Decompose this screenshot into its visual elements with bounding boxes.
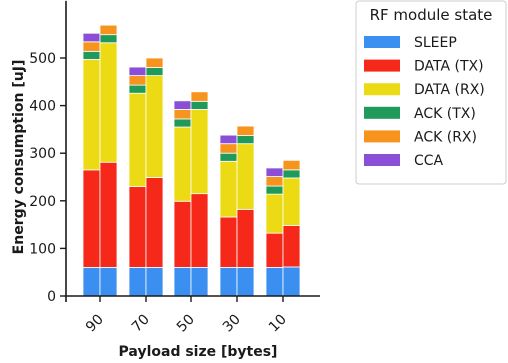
y-tick-label: 500 bbox=[29, 51, 56, 67]
bar-segment-ack-rx bbox=[145, 57, 164, 68]
legend-swatch-sleep bbox=[364, 36, 400, 48]
bar-segment-sleep bbox=[219, 267, 238, 297]
bar-segment-sleep bbox=[190, 267, 209, 297]
bar-segment-ack-tx bbox=[219, 152, 238, 162]
bar-segment-ack-tx bbox=[236, 135, 255, 145]
bar-segment-data-rx bbox=[236, 143, 255, 210]
bar-segment-cca bbox=[128, 66, 147, 77]
bar-segment-data-rx bbox=[282, 177, 301, 226]
bar-segment-ack-rx bbox=[265, 176, 284, 187]
bar-segment-sleep bbox=[82, 267, 101, 297]
bar-segment-data-tx bbox=[236, 208, 255, 268]
bar-segment-sleep bbox=[282, 266, 301, 297]
bar-segment-ack-tx bbox=[82, 50, 101, 60]
y-ticks: 0 100 200 300 400 500 bbox=[29, 51, 66, 305]
bar-segment-ack-rx bbox=[99, 24, 118, 36]
legend-label-ack-tx: ACK (TX) bbox=[414, 106, 476, 122]
x-tick-label: 70 bbox=[129, 312, 153, 336]
legend-swatch-ack-rx bbox=[364, 130, 400, 143]
legend-swatch-cca bbox=[364, 154, 400, 166]
bar-segment-ack-tx bbox=[282, 169, 301, 179]
bar-segment-sleep bbox=[99, 267, 118, 297]
bar-segment-ack-tx bbox=[190, 100, 209, 110]
bar-segment-data-rx bbox=[82, 59, 101, 171]
bar-segment-ack-tx bbox=[265, 185, 284, 195]
legend-label-data-tx: DATA (TX) bbox=[414, 59, 484, 75]
bar-segment-data-rx bbox=[190, 109, 209, 195]
bar-segment-data-rx bbox=[128, 92, 147, 187]
bar-segment-data-rx bbox=[219, 160, 238, 218]
legend: RF module state SLEEP DATA (TX) DATA (RX) A… bbox=[355, 0, 507, 185]
y-tick-label: 400 bbox=[29, 99, 56, 115]
bar-segment-ack-tx bbox=[173, 118, 192, 128]
bar-segment-ack-tx bbox=[99, 34, 118, 44]
bar-segment-ack-rx bbox=[173, 109, 192, 120]
bar-segment-data-tx bbox=[173, 200, 192, 268]
bar-segment-data-tx bbox=[219, 216, 238, 268]
bar-segment-sleep bbox=[128, 267, 147, 297]
bars-layer bbox=[82, 24, 301, 297]
bar-segment-cca bbox=[265, 167, 284, 177]
bar-segment-ack-rx bbox=[190, 91, 209, 102]
legend-swatch-ack-tx bbox=[364, 106, 400, 119]
x-tick-label: 90 bbox=[83, 312, 107, 336]
y-tick-label: 100 bbox=[29, 241, 56, 257]
bar-segment-cca bbox=[82, 32, 101, 43]
bar-segment-ack-rx bbox=[282, 159, 301, 171]
legend-swatch-data-rx bbox=[364, 83, 400, 96]
legend-label-ack-rx: ACK (RX) bbox=[414, 129, 477, 145]
x-ticks: 90 70 50 30 10 bbox=[83, 296, 290, 335]
bar-segment-data-tx bbox=[82, 169, 101, 268]
legend-label-data-rx: DATA (RX) bbox=[414, 82, 485, 98]
legend-swatch-data-tx bbox=[364, 59, 400, 72]
bar-segment-data-tx bbox=[282, 225, 301, 268]
bar-segment-data-rx bbox=[265, 193, 284, 234]
bar-segment-cca bbox=[173, 100, 192, 110]
legend-label-sleep: SLEEP bbox=[414, 35, 457, 51]
bar-segment-ack-rx bbox=[219, 143, 238, 154]
bar-segment-ack-rx bbox=[236, 125, 255, 136]
x-axis-title: Payload size [bytes] bbox=[119, 344, 278, 360]
bar-segment-sleep bbox=[236, 267, 255, 297]
bar-segment-data-rx bbox=[173, 126, 192, 202]
bar-segment-data-rx bbox=[145, 75, 164, 178]
bar-segment-data-tx bbox=[265, 232, 284, 268]
bar-segment-ack-rx bbox=[128, 75, 147, 86]
bar-segment-data-rx bbox=[99, 42, 118, 163]
bar-segment-cca bbox=[219, 134, 238, 145]
bar-segment-ack-tx bbox=[145, 67, 164, 77]
x-tick-label: 50 bbox=[174, 312, 198, 336]
bar-segment-ack-rx bbox=[82, 41, 101, 52]
legend-items: SLEEP DATA (TX) DATA (RX) ACK (TX) ACK (RX) C… bbox=[364, 35, 485, 169]
y-tick-label: 200 bbox=[29, 194, 56, 210]
legend-title: RF module state bbox=[370, 6, 493, 24]
y-axis-title: Energy consumption [uJ] bbox=[11, 60, 27, 255]
bar-segment-ack-tx bbox=[128, 84, 147, 94]
bar-segment-data-tx bbox=[145, 177, 164, 268]
bar-segment-sleep bbox=[145, 267, 164, 297]
axes-layer bbox=[65, 0, 320, 302]
bar-segment-data-tx bbox=[190, 193, 209, 268]
y-tick-label: 0 bbox=[47, 289, 56, 305]
legend-label-cca: CCA bbox=[414, 153, 444, 169]
y-tick-label: 300 bbox=[29, 146, 56, 162]
bar-segment-data-tx bbox=[128, 186, 147, 268]
bar-segment-sleep bbox=[173, 267, 192, 297]
x-tick-label: 30 bbox=[220, 312, 244, 336]
bar-segment-data-tx bbox=[99, 161, 118, 268]
x-tick-label: 10 bbox=[266, 312, 290, 336]
bar-segment-sleep bbox=[265, 267, 284, 297]
